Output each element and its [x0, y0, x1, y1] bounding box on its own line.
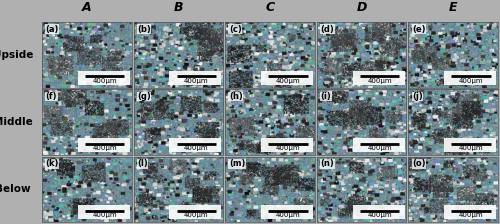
Text: (i): (i) [320, 92, 331, 101]
Text: (a): (a) [46, 25, 59, 34]
Bar [170, 138, 222, 152]
Text: (k): (k) [46, 159, 59, 168]
Bar [170, 205, 222, 219]
Text: E: E [449, 1, 458, 14]
Bar [261, 71, 313, 85]
Text: (d): (d) [320, 25, 334, 34]
Text: Upside: Upside [0, 50, 34, 60]
Text: D: D [356, 1, 367, 14]
Bar [261, 138, 313, 152]
Text: (h): (h) [229, 92, 242, 101]
Bar [352, 71, 405, 85]
Text: Middle: Middle [0, 117, 33, 127]
Text: (f): (f) [46, 92, 57, 101]
Text: (o): (o) [412, 159, 426, 168]
Bar [78, 205, 130, 219]
Text: Below: Below [0, 184, 31, 194]
Text: 400μm: 400μm [276, 212, 300, 218]
Text: 400μm: 400μm [459, 212, 483, 218]
Text: 400μm: 400μm [92, 212, 117, 218]
Text: (j): (j) [412, 92, 422, 101]
Bar [444, 138, 496, 152]
Text: (n): (n) [320, 159, 334, 168]
Text: (l): (l) [137, 159, 148, 168]
Text: 400μm: 400μm [276, 145, 300, 151]
Text: (c): (c) [229, 25, 241, 34]
Text: A: A [82, 1, 92, 14]
Bar [444, 205, 496, 219]
Text: C: C [266, 1, 274, 14]
Bar [78, 138, 130, 152]
Text: 400μm: 400μm [184, 145, 208, 151]
Bar [261, 205, 313, 219]
Text: 400μm: 400μm [276, 78, 300, 84]
Bar [170, 71, 222, 85]
Bar [352, 205, 405, 219]
Text: 400μm: 400μm [92, 145, 117, 151]
Text: 400μm: 400μm [92, 78, 117, 84]
Bar [352, 138, 405, 152]
Text: 400μm: 400μm [367, 145, 392, 151]
Text: B: B [174, 1, 183, 14]
Text: 400μm: 400μm [367, 78, 392, 84]
Text: 400μm: 400μm [184, 78, 208, 84]
Text: 400μm: 400μm [184, 212, 208, 218]
Text: (e): (e) [412, 25, 426, 34]
Text: (b): (b) [137, 25, 151, 34]
Text: 400μm: 400μm [459, 145, 483, 151]
Text: 400μm: 400μm [367, 212, 392, 218]
Bar [444, 71, 496, 85]
Text: (g): (g) [137, 92, 151, 101]
Bar [78, 71, 130, 85]
Text: 400μm: 400μm [459, 78, 483, 84]
Text: (m): (m) [229, 159, 245, 168]
